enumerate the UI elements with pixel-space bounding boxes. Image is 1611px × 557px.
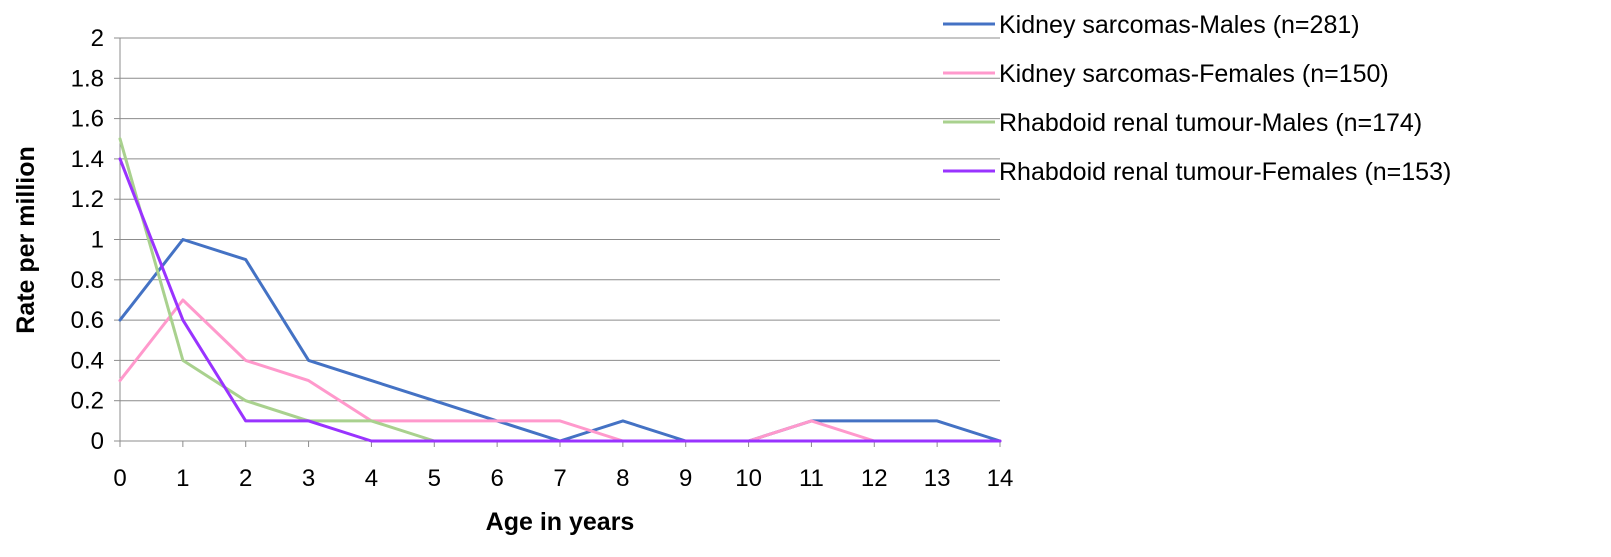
y-tick-label: 2 (91, 25, 104, 52)
y-tick-label: 0.6 (71, 307, 104, 334)
y-tick-label: 0 (91, 428, 104, 455)
x-tick-label: 4 (365, 465, 378, 492)
y-tick-label: 0.2 (71, 388, 104, 415)
x-tick-label: 8 (616, 465, 629, 492)
x-tick-label: 6 (490, 465, 503, 492)
x-tick-label: 7 (553, 465, 566, 492)
x-tick-label: 10 (735, 465, 762, 492)
y-tick-label: 1.2 (71, 186, 104, 213)
x-axis-title: Age in years (486, 508, 635, 536)
x-tick-label: 3 (302, 465, 315, 492)
x-axis-tick-labels: 0 1 2 3 4 5 6 7 8 9 10 11 12 13 14 (113, 465, 1013, 492)
x-tick-label: 13 (924, 465, 951, 492)
x-tick-label: 1 (176, 465, 189, 492)
x-tick-label: 2 (239, 465, 252, 492)
series-line-2 (118, 298, 1002, 443)
series-line-3 (118, 137, 1002, 443)
x-tick-label: 14 (987, 465, 1014, 492)
y-axis-tick-labels: 0 0.2 0.4 0.6 0.8 1 1.2 1.4 1.6 1.8 2 (71, 25, 104, 455)
x-tick-label: 0 (113, 465, 126, 492)
y-axis-title: Rate per million (12, 146, 40, 334)
x-tick-label: 11 (799, 465, 824, 492)
series-line-1 (118, 238, 1002, 443)
y-tick-label: 0.8 (71, 267, 104, 294)
y-tick-label: 1 (91, 227, 104, 254)
legend-label: Rhabdoid renal tumour-Males (n=174) (999, 109, 1422, 137)
y-tick-label: 0.4 (71, 347, 104, 374)
legend-label: Kidney sarcomas-Males (n=281) (999, 11, 1360, 39)
series-lines (118, 137, 1002, 443)
gridlines (120, 37, 1000, 402)
axes (114, 37, 1001, 447)
legend: Kidney sarcomas-Males (n=281) Kidney sarc… (943, 11, 1451, 186)
series-line-4 (118, 157, 1002, 443)
y-tick-label: 1.6 (71, 106, 104, 133)
y-tick-label: 1.4 (71, 146, 104, 173)
x-tick-label: 5 (428, 465, 441, 492)
legend-label: Rhabdoid renal tumour-Females (n=153) (999, 158, 1451, 186)
x-tick-label: 12 (861, 465, 888, 492)
legend-label: Kidney sarcomas-Females (n=150) (999, 60, 1389, 88)
x-tick-label: 9 (679, 465, 692, 492)
y-tick-label: 1.8 (71, 65, 104, 92)
